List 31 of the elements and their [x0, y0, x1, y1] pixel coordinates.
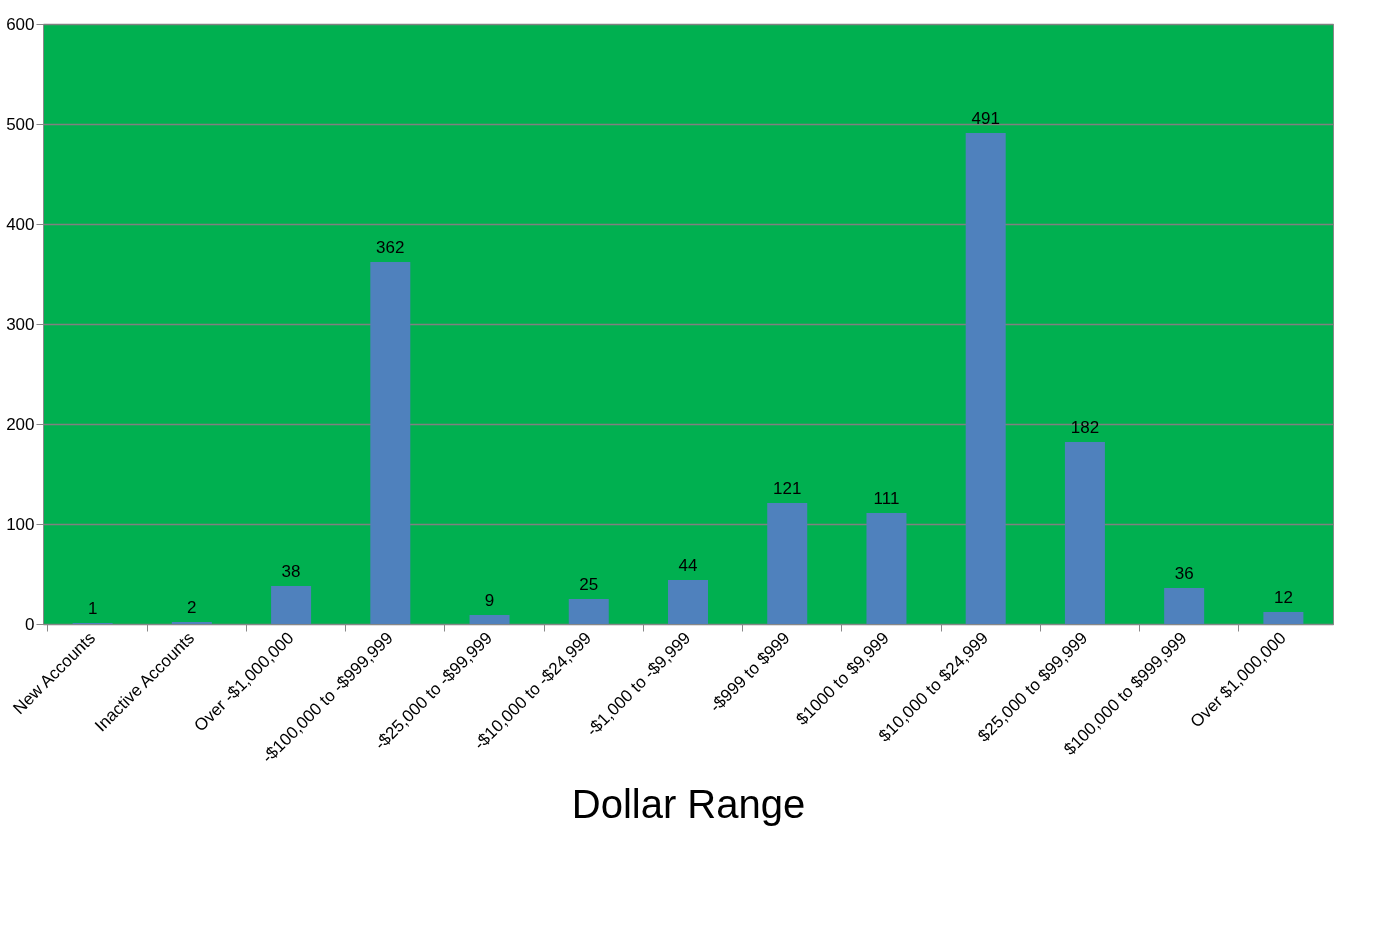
bar [469, 615, 510, 624]
y-tick-label: 200 [6, 414, 35, 434]
bar [1164, 588, 1205, 624]
y-tick-label: 100 [6, 514, 35, 534]
data-label: 111 [873, 489, 900, 508]
data-label: 2 [187, 598, 197, 617]
y-tick-label: 400 [6, 214, 35, 234]
data-label: 38 [281, 562, 301, 581]
data-label: 36 [1174, 564, 1194, 583]
bar [965, 133, 1006, 624]
data-label: 44 [678, 556, 698, 575]
data-label: 121 [773, 479, 802, 498]
data-label: 1 [87, 599, 98, 618]
bar [1263, 612, 1304, 624]
bar [866, 513, 907, 624]
bar [668, 580, 708, 624]
bar [568, 599, 609, 624]
data-label: 491 [971, 109, 1000, 128]
y-tick-label: 0 [25, 614, 35, 634]
data-label: 362 [376, 238, 405, 257]
data-label: 25 [579, 575, 599, 594]
data-label: 12 [1273, 588, 1293, 607]
y-tick-label: 500 [6, 114, 35, 134]
y-tick-label: 600 [6, 14, 35, 34]
data-label: 9 [484, 591, 495, 610]
bar [767, 503, 808, 624]
bar [370, 262, 411, 624]
x-axis-title: Dollar Range [571, 782, 806, 827]
y-tick-label: 300 [6, 314, 35, 334]
bar [1064, 442, 1105, 624]
bar [271, 586, 312, 624]
